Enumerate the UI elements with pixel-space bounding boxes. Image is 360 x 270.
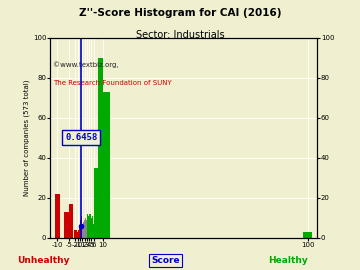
- Text: 0.6458: 0.6458: [65, 133, 97, 142]
- Text: Score: Score: [151, 256, 180, 265]
- Bar: [84, 220, 85, 238]
- Bar: [98, 58, 103, 238]
- Bar: [76, 230, 77, 238]
- Bar: [74, 230, 76, 238]
- Bar: [89, 214, 90, 238]
- Text: ©www.textbiz.org,: ©www.textbiz.org,: [53, 62, 119, 69]
- Bar: [103, 92, 109, 238]
- Bar: [78, 230, 79, 238]
- Bar: [87, 214, 88, 238]
- Text: The Research Foundation of SUNY: The Research Foundation of SUNY: [53, 80, 172, 86]
- Text: Sector: Industrials: Sector: Industrials: [136, 30, 224, 40]
- Bar: [94, 168, 98, 238]
- Bar: [64, 212, 69, 238]
- Bar: [86, 220, 87, 238]
- Text: Healthy: Healthy: [268, 256, 308, 265]
- Bar: [69, 204, 73, 238]
- Bar: [79, 228, 80, 238]
- Bar: [93, 224, 94, 238]
- Text: Unhealthy: Unhealthy: [17, 256, 69, 265]
- Bar: [91, 218, 92, 238]
- Bar: [81, 216, 82, 238]
- Bar: [92, 216, 93, 238]
- Bar: [80, 220, 81, 238]
- Y-axis label: Number of companies (573 total): Number of companies (573 total): [23, 79, 30, 196]
- Bar: [303, 232, 312, 238]
- Bar: [77, 232, 78, 238]
- Bar: [83, 224, 84, 238]
- Bar: [88, 216, 89, 238]
- Text: Z''-Score Histogram for CAI (2016): Z''-Score Histogram for CAI (2016): [79, 8, 281, 18]
- Bar: [55, 194, 59, 238]
- Bar: [90, 214, 91, 238]
- Bar: [82, 224, 83, 238]
- Bar: [85, 218, 86, 238]
